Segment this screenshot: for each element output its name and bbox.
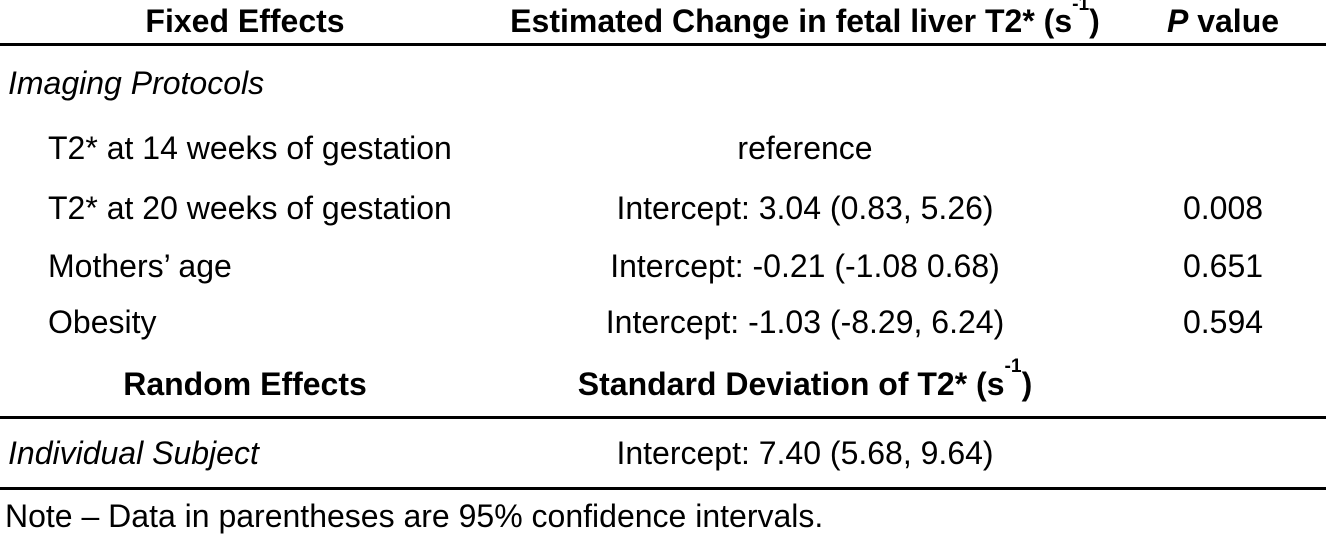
group-label-row: Imaging Protocols — [0, 46, 1326, 120]
estimate-cell: Intercept: 3.04 (0.83, 5.26) — [616, 189, 994, 226]
footnote-row: Note – Data in parentheses are 95% confi… — [0, 490, 1326, 542]
fixed-effects-header-row: Fixed Effects Estimated Change in fetal … — [0, 0, 1326, 46]
table-row: Individual Subject Intercept: 7.40 (5.68… — [0, 419, 1326, 490]
p-value-cell: 0.594 — [1182, 304, 1264, 340]
footnote-text: Note – Data in parentheses are 95% confi… — [5, 497, 824, 534]
estimate-column-header: Estimated Change in fetal liver T2* (s-1… — [490, 0, 1120, 40]
estimate-header-close-paren: ) — [1089, 3, 1100, 39]
p-value-cell: 0.008 — [1182, 189, 1264, 226]
random-effects-column-header: Random Effects — [123, 365, 367, 402]
p-value-cell: 0.651 — [1182, 248, 1264, 284]
std-deviation-header-superscript: -1 — [1004, 356, 1022, 378]
group-label-imaging-protocols: Imaging Protocols — [8, 64, 265, 101]
row-label: Obesity — [48, 304, 157, 340]
table-row: Mothers’ age Intercept: -0.21 (-1.08 0.6… — [0, 240, 1326, 293]
estimate-header-text: Estimated Change in fetal liver T2* (s — [510, 3, 1073, 39]
random-effects-header-row: Random Effects Standard Deviation of T2*… — [0, 352, 1326, 419]
std-deviation-header-text: Standard Deviation of T2* (s — [577, 365, 1005, 402]
row-label: Mothers’ age — [48, 248, 232, 284]
table-row: Obesity Intercept: -1.03 (-8.29, 6.24) 0… — [0, 293, 1326, 352]
p-symbol: P — [1166, 3, 1189, 39]
estimate-header-superscript: -1 — [1072, 0, 1090, 15]
estimate-cell: Intercept: 7.40 (5.68, 9.64) — [616, 434, 994, 471]
estimate-cell: Intercept: -0.21 (-1.08 0.68) — [610, 248, 1000, 284]
row-label: T2* at 20 weeks of gestation — [48, 189, 452, 226]
table-row: T2* at 20 weeks of gestation Intercept: … — [0, 176, 1326, 240]
p-value-column-header: P value — [1120, 3, 1326, 40]
std-deviation-column-header: Standard Deviation of T2* (s-1) — [490, 356, 1120, 403]
estimate-cell: Intercept: -1.03 (-8.29, 6.24) — [605, 304, 1005, 340]
row-label: Individual Subject — [8, 434, 259, 471]
table-row: T2* at 14 weeks of gestation reference — [0, 120, 1326, 176]
std-deviation-header-close-paren: ) — [1021, 365, 1033, 402]
row-label: T2* at 14 weeks of gestation — [48, 129, 452, 166]
p-value-header-text: value — [1188, 3, 1280, 39]
estimate-cell: reference — [737, 129, 873, 166]
fixed-effects-column-header: Fixed Effects — [145, 3, 345, 39]
